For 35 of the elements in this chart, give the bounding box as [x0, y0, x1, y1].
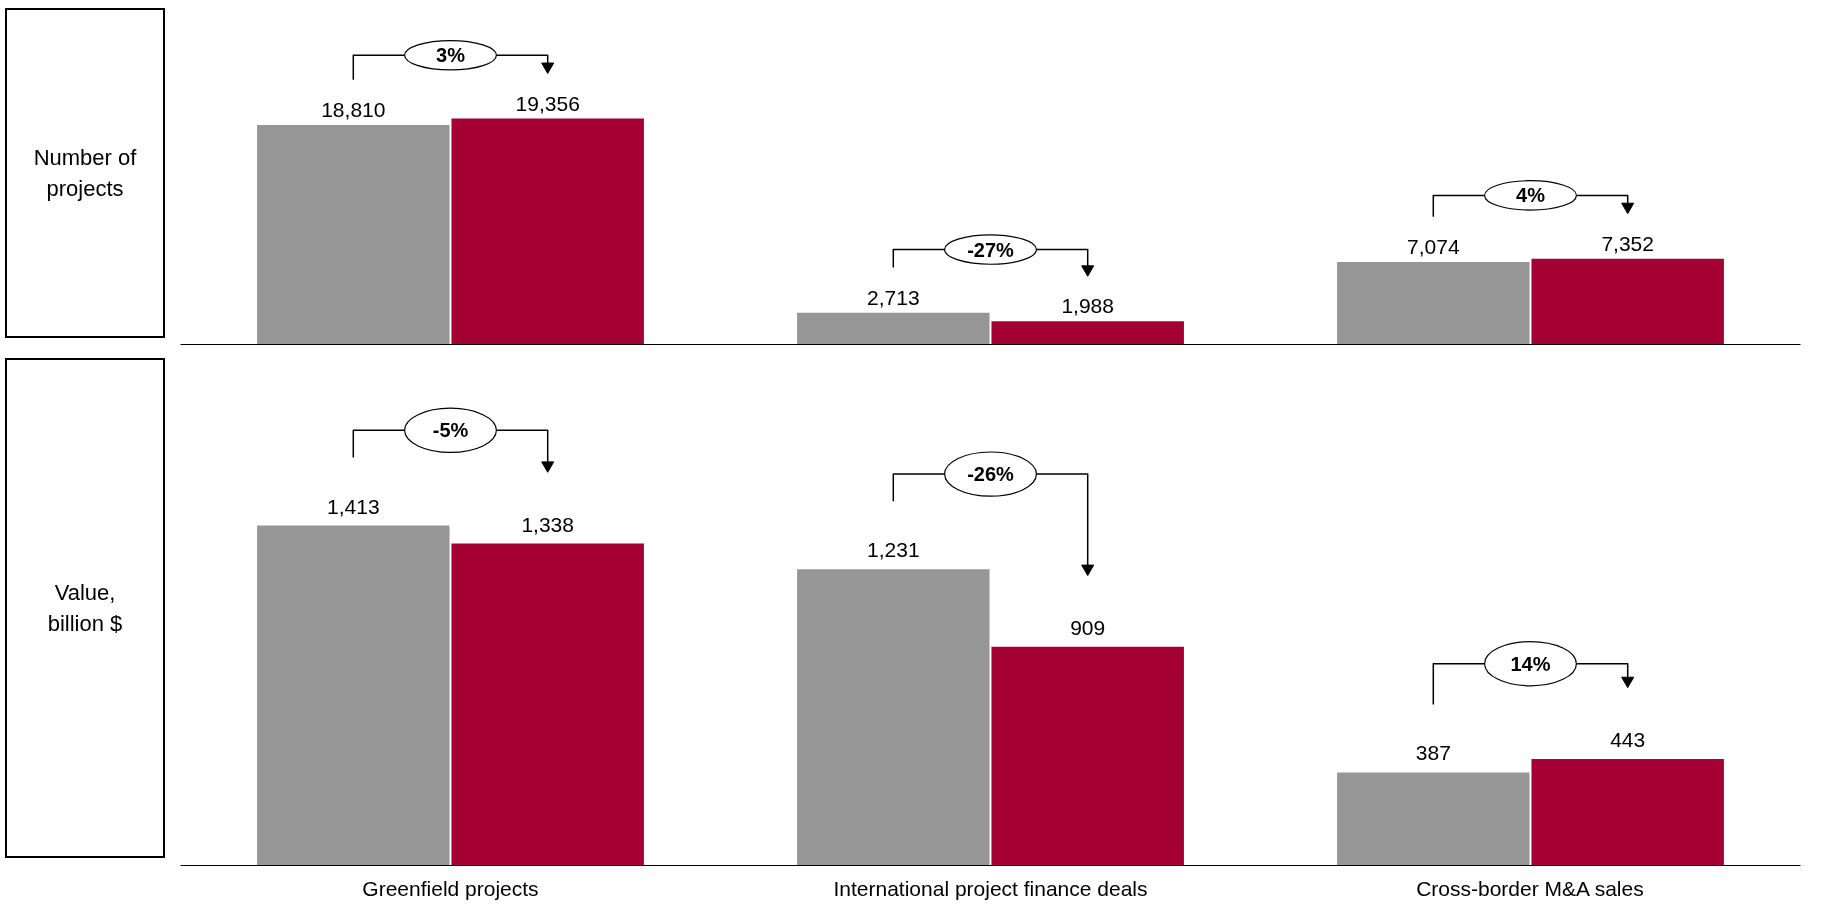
bar: [991, 646, 1184, 866]
x-tick-label: Cross-border M&A sales: [1416, 876, 1644, 900]
y-axis-title: Value, billion $: [46, 578, 124, 638]
bar: [797, 312, 990, 345]
bar: [1337, 261, 1530, 345]
data-label: 909: [1070, 615, 1106, 639]
bar: [451, 118, 644, 345]
bar: [451, 543, 644, 866]
data-label: 1,338: [521, 512, 574, 536]
bar: [991, 321, 1184, 345]
bar: [257, 525, 450, 866]
annotation: 4%: [1516, 184, 1546, 207]
annotation: 14%: [1510, 652, 1551, 675]
annotation: -27%: [967, 238, 1015, 261]
bar: [1531, 758, 1724, 866]
text: -26%: [967, 463, 1015, 486]
data-label: 18,810: [321, 97, 386, 121]
y-axis-title: Number of projects: [32, 143, 138, 203]
bar: [257, 124, 450, 345]
bar: [1531, 258, 1724, 345]
data-label: 443: [1610, 728, 1646, 751]
x-tick-label: Greenfield projects: [362, 876, 539, 900]
data-label: 19,356: [515, 91, 580, 115]
bar: [797, 569, 990, 866]
text: -5%: [432, 419, 469, 442]
data-label: 1,413: [327, 494, 380, 518]
x-tick-label: International project finance deals: [833, 876, 1148, 900]
bar: [1337, 772, 1530, 866]
data-label: 2,713: [867, 285, 920, 309]
data-label: 1,231: [867, 538, 920, 562]
data-label: 7,074: [1407, 234, 1460, 258]
data-label: 1,988: [1061, 294, 1114, 318]
text: 3%: [436, 44, 466, 67]
data-label: 7,352: [1601, 231, 1654, 255]
data-label: 387: [1415, 741, 1451, 765]
